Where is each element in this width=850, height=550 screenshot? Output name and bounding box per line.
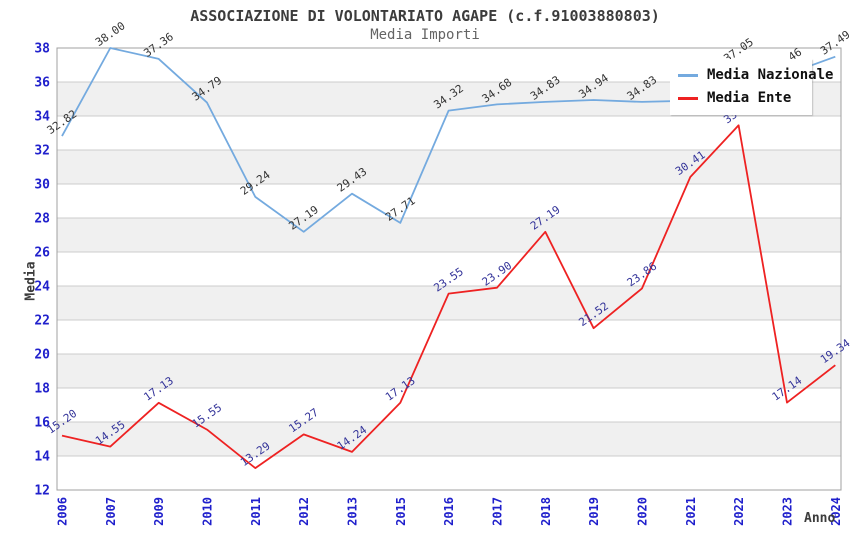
- y-tick-label: 30: [34, 178, 50, 193]
- legend-label: Media Ente: [707, 90, 792, 106]
- y-tick-label: 18: [34, 382, 50, 397]
- x-tick-label: 2007: [104, 497, 118, 526]
- x-tick-label: 2011: [249, 497, 263, 526]
- legend: Media Nazionale Media Ente: [670, 59, 833, 115]
- x-tick-label: 2020: [635, 497, 649, 526]
- y-tick-label: 36: [34, 76, 50, 91]
- x-tick-label: 2023: [780, 497, 794, 526]
- y-tick-label: 38: [34, 42, 50, 57]
- x-tick-label: 2024: [829, 497, 843, 526]
- plot-band: [57, 422, 841, 456]
- legend-item-media-ente: Media Ente: [678, 90, 802, 106]
- y-axis-title: Media: [23, 261, 39, 301]
- y-tick-label: 16: [34, 416, 50, 431]
- plot-border: [56, 47, 842, 491]
- value-label: 38.00: [93, 19, 128, 49]
- legend-item-media-nazionale: Media Nazionale: [678, 67, 833, 83]
- x-tick-label: 2016: [442, 497, 456, 526]
- series-line-media-ente: [61, 124, 836, 470]
- plot-band: [57, 286, 841, 320]
- y-tick-label: 22: [34, 314, 50, 329]
- x-tick-label: 2013: [345, 497, 359, 526]
- x-tick-label: 2015: [394, 497, 408, 526]
- x-tick-label: 2012: [297, 497, 311, 526]
- x-tick-label: 2021: [684, 497, 698, 526]
- legend-label: Media Nazionale: [707, 67, 834, 83]
- y-tick-label: 24: [34, 280, 50, 295]
- y-tick-label: 20: [34, 348, 50, 363]
- x-tick-label: 2009: [152, 497, 166, 526]
- legend-line-swatch-ente: [678, 96, 698, 100]
- y-tick-label: 26: [34, 246, 50, 261]
- x-axis-title: Anno: [804, 511, 836, 526]
- x-tick-label: 2018: [539, 497, 553, 526]
- y-tick-label: 32: [34, 144, 50, 159]
- y-tick-label: 34: [34, 110, 50, 125]
- y-tick-label: 12: [34, 484, 50, 499]
- x-tick-label: 2022: [732, 497, 746, 526]
- plot-band: [57, 252, 841, 286]
- legend-line-swatch-nazionale: [678, 73, 698, 77]
- x-tick-label: 2006: [56, 497, 70, 526]
- y-tick-label: 28: [34, 212, 50, 227]
- x-tick-label: 2019: [587, 497, 601, 526]
- x-tick-label: 2017: [490, 497, 504, 526]
- plot-band: [57, 184, 841, 218]
- y-tick-label: 14: [34, 450, 50, 465]
- plot-band: [57, 456, 841, 490]
- chart-subtitle: Media Importi: [370, 27, 480, 43]
- plot-band: [57, 320, 841, 354]
- plot-band: [57, 388, 841, 422]
- plot-band: [57, 354, 841, 388]
- plot-band: [57, 150, 841, 184]
- plot-band: [57, 116, 841, 150]
- plot-band: [57, 218, 841, 252]
- chart-title: ASSOCIAZIONE DI VOLONTARIATO AGAPE (c.f.…: [190, 7, 660, 25]
- x-tick-label: 2010: [200, 497, 214, 526]
